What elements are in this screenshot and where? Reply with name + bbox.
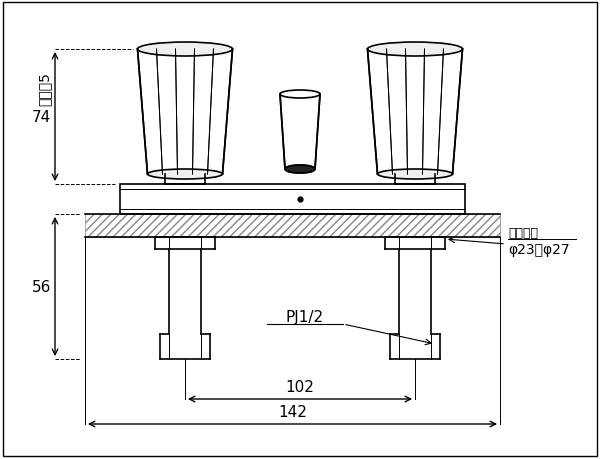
Ellipse shape: [368, 43, 463, 57]
Text: 102: 102: [286, 379, 314, 394]
Ellipse shape: [280, 91, 320, 99]
Bar: [169, 249, 201, 334]
Ellipse shape: [137, 43, 233, 57]
Polygon shape: [368, 50, 463, 174]
Bar: [399, 249, 431, 334]
Ellipse shape: [377, 170, 452, 179]
Ellipse shape: [285, 166, 315, 174]
Bar: [160, 334, 210, 359]
Text: 74: 74: [32, 110, 51, 125]
Bar: [85, 214, 500, 237]
Ellipse shape: [148, 170, 223, 179]
Ellipse shape: [285, 166, 315, 174]
Text: 取付稴径: 取付稴径: [508, 226, 538, 240]
Text: 56: 56: [32, 280, 51, 294]
Text: PJ1/2: PJ1/2: [286, 309, 324, 325]
Polygon shape: [137, 50, 233, 174]
Text: 142: 142: [278, 404, 307, 419]
Polygon shape: [280, 95, 320, 170]
Text: φ23～φ27: φ23～φ27: [508, 242, 569, 257]
Bar: [120, 185, 465, 214]
Text: リフト5: リフト5: [37, 73, 51, 106]
Bar: [390, 334, 440, 359]
